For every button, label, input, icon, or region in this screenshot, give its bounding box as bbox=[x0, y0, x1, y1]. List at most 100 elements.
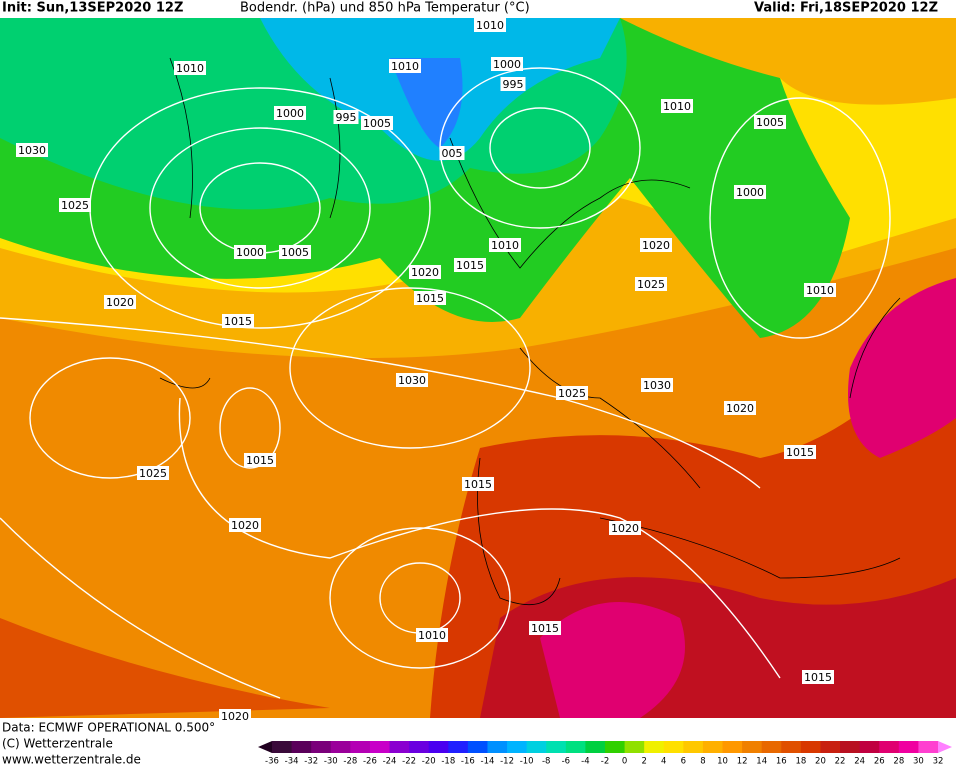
map-title: Bodendr. (hPa) und 850 hPa Temperatur (°… bbox=[240, 1, 530, 16]
colorbar-label: -26 bbox=[363, 757, 377, 767]
isobar-label: 1005 bbox=[281, 246, 309, 259]
isobar-label: 1000 bbox=[493, 58, 521, 71]
isobar-label: 1015 bbox=[456, 259, 484, 272]
isobar-label-box bbox=[409, 265, 441, 279]
colorbar-segment bbox=[781, 741, 802, 753]
colorbar-segment bbox=[820, 741, 841, 753]
colorbar-label: -14 bbox=[481, 757, 495, 767]
colorbar-segment bbox=[487, 741, 508, 753]
colorbar-segment bbox=[918, 741, 939, 753]
isobar-label: 1010 bbox=[491, 239, 519, 252]
isobar-label: 005 bbox=[442, 147, 463, 160]
isobar-label-box bbox=[454, 258, 486, 272]
isobar-label: 1015 bbox=[224, 315, 252, 328]
isobar-label-box bbox=[500, 77, 526, 91]
colorbar-segment bbox=[330, 741, 351, 753]
isobar-label-box bbox=[229, 518, 261, 532]
colorbar-arrow-high bbox=[938, 741, 952, 753]
isobar-label: 995 bbox=[503, 78, 524, 91]
isobar-label: 1010 bbox=[391, 60, 419, 73]
website: www.wetterzentrale.de bbox=[2, 753, 141, 767]
colorbar-label: 22 bbox=[835, 757, 846, 767]
colorbar-segment bbox=[683, 741, 704, 753]
temperature-field bbox=[848, 278, 956, 458]
colorbar-segment bbox=[546, 741, 567, 753]
colorbar-label: 20 bbox=[815, 757, 826, 767]
colorbar-label: -32 bbox=[304, 757, 318, 767]
isobar-label: 1025 bbox=[61, 199, 89, 212]
colorbar-segment bbox=[467, 741, 488, 753]
isobar-label-box bbox=[491, 57, 523, 71]
isobar-label-box bbox=[279, 245, 311, 259]
colorbar-segment bbox=[448, 741, 469, 753]
isobar-label: 1010 bbox=[476, 19, 504, 32]
isobar-label: 1020 bbox=[106, 296, 134, 309]
isobar-label: 1025 bbox=[558, 387, 586, 400]
isobar-label-box bbox=[474, 18, 506, 32]
isobar-label-box bbox=[244, 453, 276, 467]
colorbar: -36 -34 -32 -30 -28 -26 -24 -22 -20 -18 -16 -14 -12-… bbox=[258, 741, 952, 767]
colorbar-label: -34 bbox=[285, 757, 299, 767]
isobar-label: 1010 bbox=[806, 284, 834, 297]
isobar-label: 1020 bbox=[221, 710, 249, 723]
colorbar-segment bbox=[840, 741, 861, 753]
isobar-label-box bbox=[59, 198, 91, 212]
colorbar-segment bbox=[409, 741, 430, 753]
isobar-label-box bbox=[361, 116, 393, 130]
isobar-label-box bbox=[16, 143, 48, 157]
isobar-label-box bbox=[556, 386, 588, 400]
colorbar-label: 30 bbox=[913, 757, 924, 767]
copyright: (C) Wetterzentrale bbox=[2, 737, 113, 751]
colorbar-segment bbox=[507, 741, 528, 753]
colorbar-segment bbox=[350, 741, 371, 753]
isobar-label: 1015 bbox=[464, 478, 492, 491]
colorbar-segment bbox=[605, 741, 626, 753]
valid-time: Valid: Fri,18SEP2020 12Z bbox=[754, 1, 938, 16]
colorbar-segment bbox=[761, 741, 782, 753]
colorbar-label: -22 bbox=[402, 757, 416, 767]
isobar-label-box bbox=[439, 146, 465, 160]
isobar-label: 1015 bbox=[416, 292, 444, 305]
colorbar-segment bbox=[369, 741, 391, 753]
isobar-label-box bbox=[333, 110, 359, 124]
colorbar-segment bbox=[624, 741, 645, 753]
colorbar-label: 32 bbox=[933, 757, 944, 767]
colorbar-label: -16 bbox=[461, 757, 475, 767]
isobar-label-box bbox=[137, 466, 169, 480]
colorbar-label: -18 bbox=[441, 757, 455, 767]
colorbar-label: -8 bbox=[542, 757, 550, 767]
isobar-labels: 1010 1030 1025 1000 995 1005 1010 1010 1000 995 00… bbox=[16, 18, 836, 723]
colorbar-label: 6 bbox=[681, 757, 686, 767]
isobar-label: 1010 bbox=[176, 62, 204, 75]
colorbar-label: -24 bbox=[383, 757, 397, 767]
colorbar-label: 10 bbox=[717, 757, 728, 767]
colorbar-label: -2 bbox=[601, 757, 609, 767]
isobar-label-box bbox=[784, 445, 816, 459]
colorbar-label: -20 bbox=[422, 757, 436, 767]
colorbar-label: 0 bbox=[622, 757, 627, 767]
colorbar-segment bbox=[879, 741, 900, 753]
colorbar-segment bbox=[272, 741, 293, 753]
colorbar-segment bbox=[742, 741, 763, 753]
colorbar-arrow-low bbox=[258, 741, 272, 753]
colorbar-segment bbox=[389, 741, 410, 753]
isobar-label: 1020 bbox=[231, 519, 259, 532]
isobar-label: 1020 bbox=[611, 522, 639, 535]
temperature-field bbox=[0, 618, 330, 718]
colorbar-label: 18 bbox=[795, 757, 806, 767]
isobar-label: 1000 bbox=[276, 107, 304, 120]
isobar-label-box bbox=[529, 621, 561, 635]
isobar-label: 1000 bbox=[236, 246, 264, 259]
isobar-label: 995 bbox=[336, 111, 357, 124]
isobar-label-box bbox=[641, 378, 673, 392]
colorbar-label: -4 bbox=[581, 757, 589, 767]
colorbar-label: -6 bbox=[562, 757, 570, 767]
init-time: Init: Sun,13SEP2020 12Z bbox=[2, 1, 183, 16]
colorbar-segment bbox=[663, 741, 684, 753]
colorbar-label: 12 bbox=[737, 757, 748, 767]
isobar-label: 1030 bbox=[18, 144, 46, 157]
isobar-label-box bbox=[489, 238, 521, 252]
data-source: Data: ECMWF OPERATIONAL 0.500° bbox=[2, 721, 215, 735]
isobar-label-box bbox=[274, 106, 306, 120]
colorbar-segment bbox=[859, 741, 880, 753]
